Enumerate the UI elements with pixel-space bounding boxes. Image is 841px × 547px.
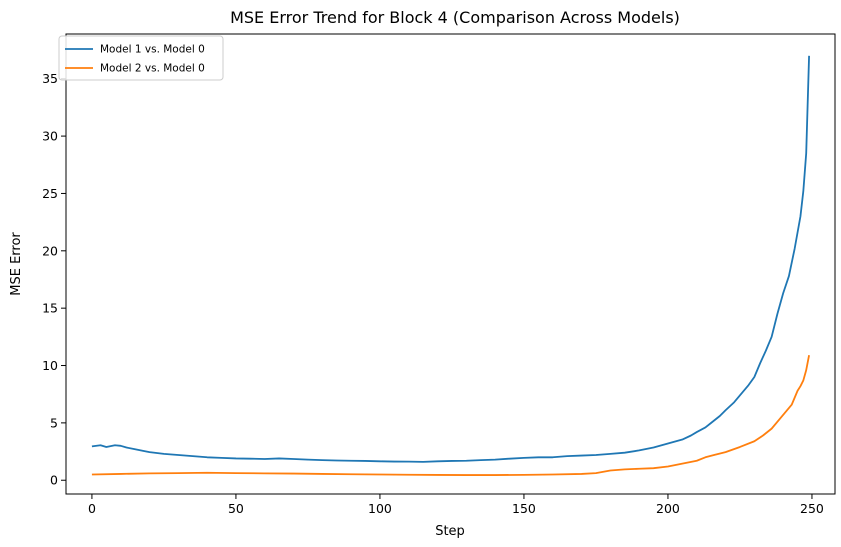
- y-tick-label: 25: [42, 186, 58, 201]
- series-line-model-1: [91, 55, 810, 463]
- x-tick-label: 0: [88, 501, 96, 516]
- series-line-model-2: [91, 355, 810, 476]
- x-axis-label: Step: [435, 524, 465, 539]
- x-tick-label: 200: [656, 501, 680, 516]
- plot-frame: [65, 33, 836, 495]
- legend-entry-model-1: Model 1 vs. Model 0: [100, 44, 205, 56]
- y-axis-label: MSE Error: [9, 232, 24, 296]
- y-tick-label: 35: [42, 71, 58, 86]
- y-tick-label: 20: [42, 243, 58, 258]
- y-tick-label: 15: [42, 301, 58, 316]
- y-tick-label: 0: [50, 473, 58, 488]
- legend-box: [58, 35, 224, 81]
- x-tick-label: 250: [800, 501, 824, 516]
- x-tick-label: 50: [228, 501, 244, 516]
- y-tick-label: 5: [50, 415, 58, 430]
- x-tick-label: 150: [512, 501, 536, 516]
- legend: Model 1 vs. Model 0 Model 2 vs. Model 0: [58, 35, 224, 81]
- chart-title: MSE Error Trend for Block 4 (Comparison …: [230, 8, 680, 27]
- x-tick-label: 100: [368, 501, 392, 516]
- y-tick-label: 30: [42, 129, 58, 144]
- y-tick-label: 10: [42, 358, 58, 373]
- legend-entry-model-2: Model 2 vs. Model 0: [100, 63, 205, 75]
